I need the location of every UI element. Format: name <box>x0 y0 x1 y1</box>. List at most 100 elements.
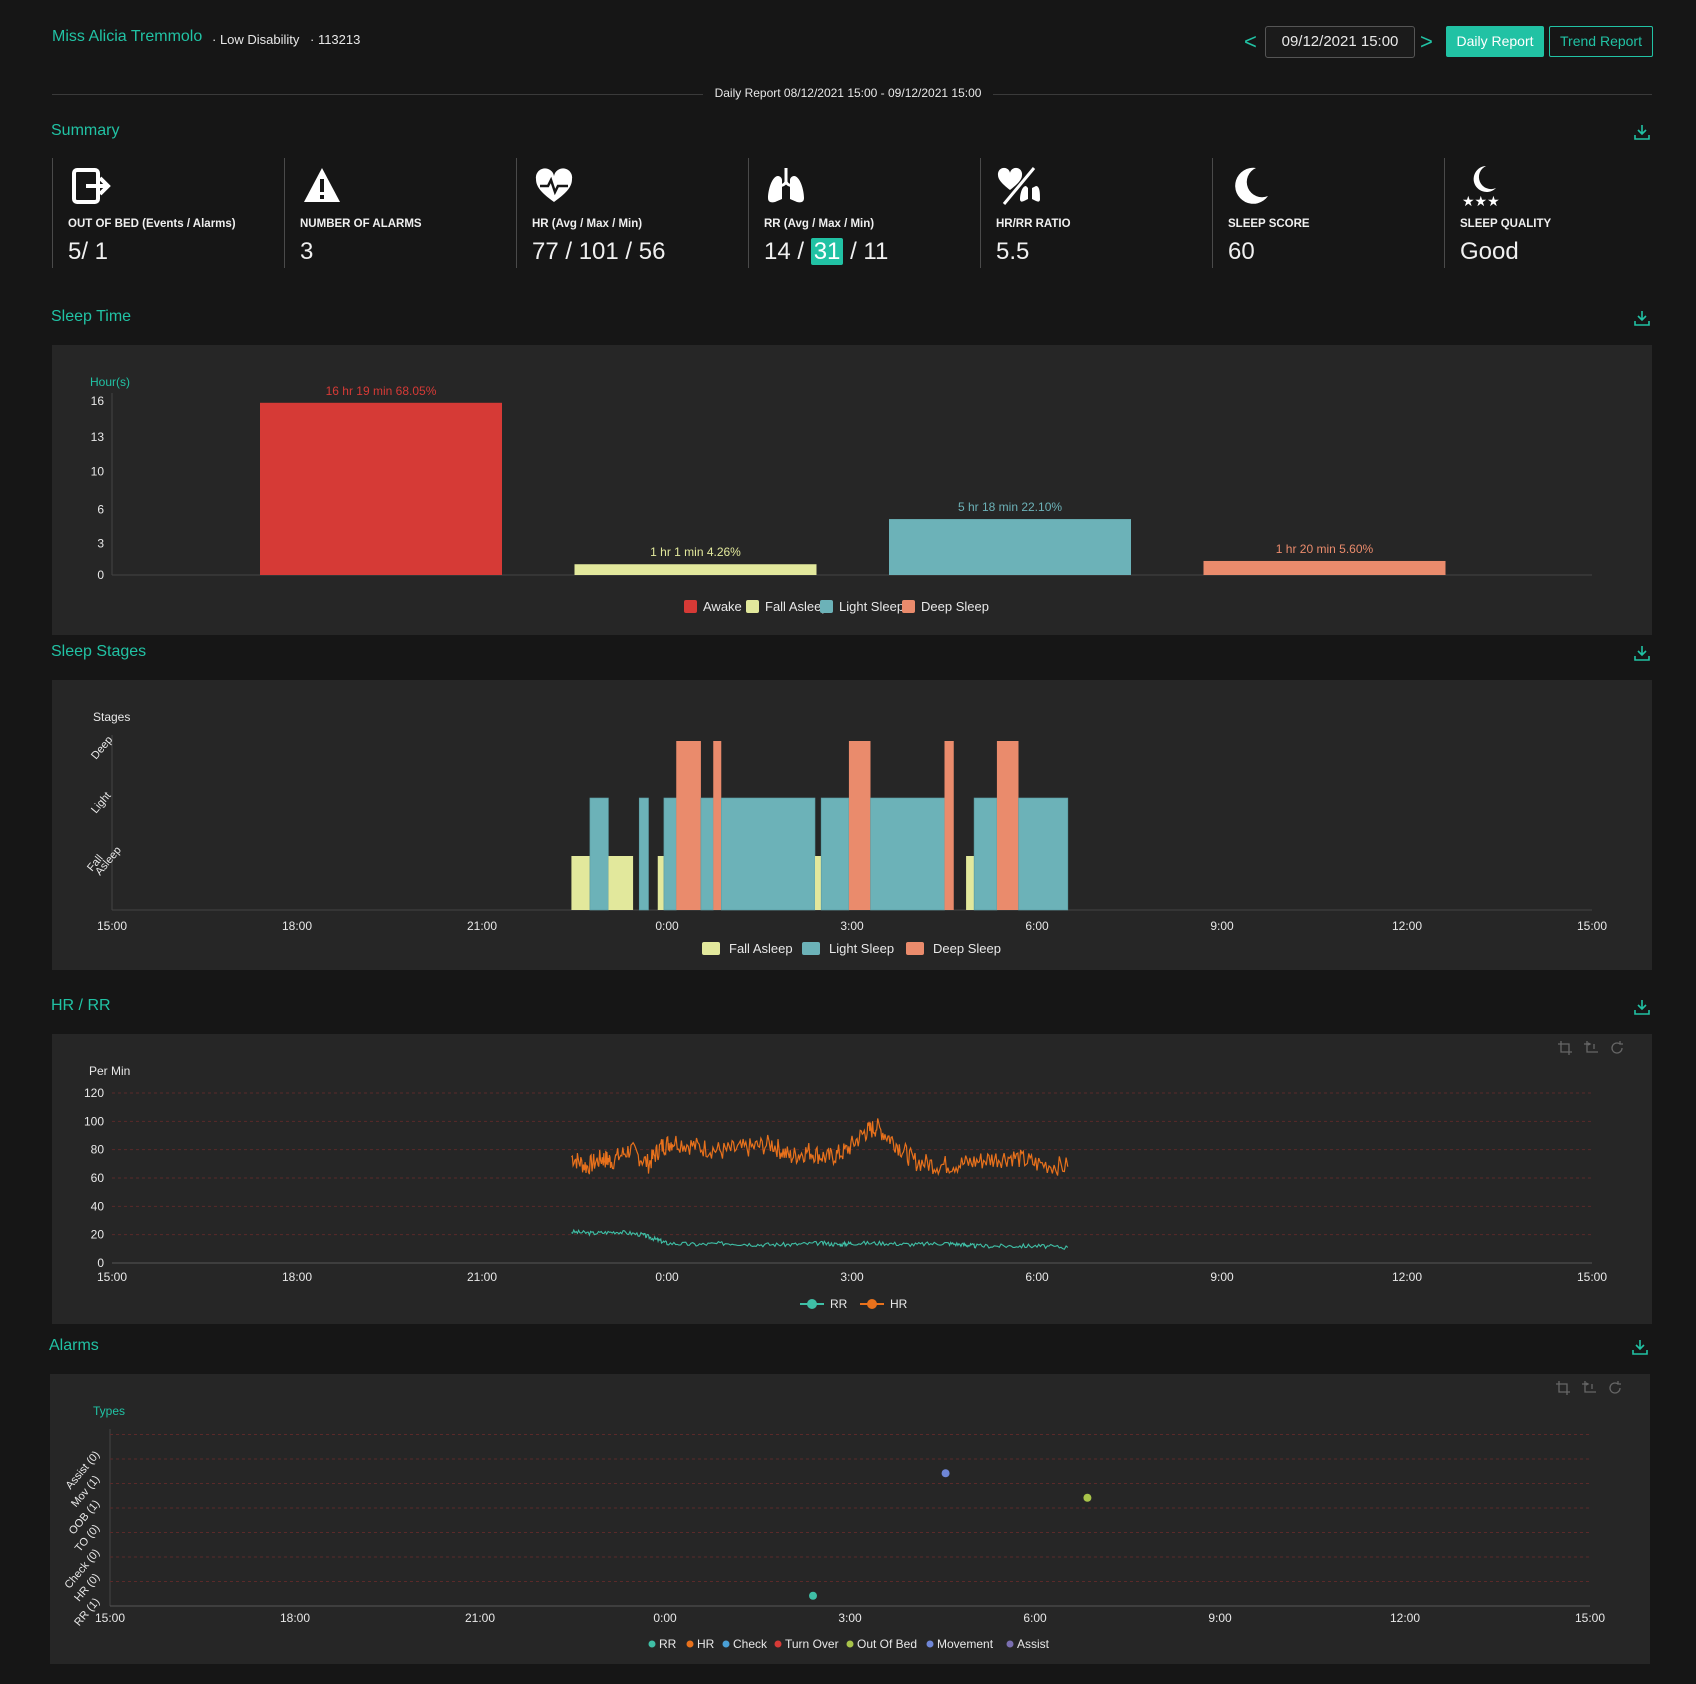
x-tick-label: 12:00 <box>1392 1270 1422 1284</box>
alarms-zoom-reset-icon[interactable] <box>1581 1380 1597 1396</box>
previous-date-button[interactable]: < <box>1244 29 1257 54</box>
legend-item: HR <box>686 1637 715 1651</box>
x-tick-label: 6:00 <box>1025 919 1049 933</box>
x-tick-label: 3:00 <box>840 919 864 933</box>
legend-swatch <box>746 600 759 613</box>
zoom-reset-icon[interactable] <box>1583 1040 1599 1056</box>
bar-data-label: 1 hr 20 min 5.60% <box>1276 542 1374 556</box>
legend-label: HR <box>890 1297 908 1311</box>
trend-report-button[interactable]: Trend Report <box>1549 26 1653 57</box>
stage-segment <box>848 741 871 910</box>
legend-label: HR <box>697 1637 715 1651</box>
download-hr-rr-icon[interactable] <box>1632 997 1652 1017</box>
x-tick-label: 6:00 <box>1023 1611 1047 1625</box>
summary-card: OUT OF BED (Events / Alarms) 5/ 1 <box>52 158 273 268</box>
stage-segment <box>820 797 850 911</box>
legend-label: RR <box>659 1637 677 1651</box>
stage-segment <box>720 797 816 911</box>
sleep-stages-panel: Stages Deep Light Fall Asleep 15:00 18:00 21:00… <box>52 680 1652 970</box>
legend-marker <box>686 1640 694 1648</box>
svg-text:★★★: ★★★ <box>1462 194 1500 208</box>
x-tick-label: 21:00 <box>467 1270 497 1284</box>
refresh-icon[interactable] <box>1609 1040 1625 1056</box>
date-input[interactable]: 09/12/2021 15:00 <box>1265 26 1415 58</box>
legend-marker <box>774 1640 782 1648</box>
summary-card: SLEEP SCORE 60 <box>1212 158 1433 268</box>
legend-item: Turn Over <box>774 1637 839 1651</box>
hr-rr-panel: Per Min 0 20 40 60 80 100 120 15:00 18:00 21:00 0:0… <box>52 1034 1652 1324</box>
download-summary-icon[interactable] <box>1632 122 1652 142</box>
download-sleep-stages-icon[interactable] <box>1632 643 1652 663</box>
stage-segment <box>973 797 998 911</box>
legend-item: Fall Asleep <box>702 941 793 956</box>
legend-item: Fall Asleep <box>746 599 829 614</box>
x-tick-label: 3:00 <box>840 1270 864 1284</box>
legend-item: Movement <box>926 1637 994 1651</box>
legend-marker <box>846 1640 854 1648</box>
summary-card-value: 77 / 101 / 56 <box>532 238 666 265</box>
y-tick-label: 3 <box>97 536 104 550</box>
legend-swatch <box>820 600 833 613</box>
patient-name: Miss Alicia Tremmolo <box>52 28 203 45</box>
sleep-time-panel: Hour(s) 0 3 6 10 13 16 16 hr 19 min 68.05% 1 hr … <box>52 345 1652 635</box>
legend-label: Assist <box>1017 1637 1050 1651</box>
stage-segment <box>996 741 1019 910</box>
alarms-refresh-icon[interactable] <box>1607 1380 1623 1396</box>
value-part: / 11 <box>843 238 889 265</box>
x-tick-label: 15:00 <box>1577 1270 1607 1284</box>
stage-segment <box>657 856 664 910</box>
alarms-title: Alarms <box>49 1337 99 1354</box>
stage-segment <box>663 797 677 911</box>
daily-report-button[interactable]: Daily Report <box>1446 26 1544 57</box>
y-tick-label: 60 <box>91 1171 105 1185</box>
legend-marker <box>722 1640 730 1648</box>
legend-label: Light Sleep <box>829 941 894 956</box>
y-tick-label: 40 <box>91 1199 105 1213</box>
alarm-point <box>941 1469 950 1478</box>
x-tick-label: 15:00 <box>1575 1611 1605 1625</box>
stage-segment <box>608 856 634 910</box>
lungs-icon <box>768 168 804 203</box>
summary-title: Summary <box>51 122 120 139</box>
x-tick-label: 12:00 <box>1390 1611 1420 1625</box>
summary-card-label: HR (Avg / Max / Min) <box>532 218 643 230</box>
y-axis-label: Hour(s) <box>90 375 130 389</box>
y-axis-label: Stages <box>93 710 130 724</box>
zoom-icon[interactable] <box>1557 1040 1573 1056</box>
x-tick-label: 3:00 <box>838 1611 862 1625</box>
legend-swatch <box>684 600 697 613</box>
legend-label: Deep Sleep <box>921 599 989 614</box>
bar-deep-sleep <box>1203 560 1446 575</box>
legend-item: RR <box>648 1637 677 1651</box>
legend-swatch <box>902 600 915 613</box>
legend-item: Awake <box>684 599 742 614</box>
stage-segment <box>700 797 714 911</box>
stage-segment <box>870 797 945 911</box>
alarms-panel: Types RR (1) HR (0) Check (0) TO (0) OOB (1) M… <box>50 1374 1650 1664</box>
download-sleep-time-icon[interactable] <box>1632 308 1652 328</box>
x-tick-label: 18:00 <box>282 1270 312 1284</box>
legend-swatch <box>906 942 924 955</box>
stage-segment <box>944 741 954 910</box>
legend-item: Light Sleep <box>820 599 904 614</box>
sleep-stages-title: Sleep Stages <box>51 643 147 660</box>
bar-light-sleep <box>889 519 1131 575</box>
alarms-zoom-icon[interactable] <box>1555 1380 1571 1396</box>
bar-fall-asleep <box>574 564 817 575</box>
x-tick-label: 15:00 <box>97 1270 127 1284</box>
x-tick-label: 9:00 <box>1210 919 1234 933</box>
stage-segment <box>713 741 722 910</box>
summary-card-label: HR/RR RATIO <box>996 218 1071 230</box>
legend-item: Check <box>722 1637 768 1651</box>
summary-card-value: 14 / 31 / 11 <box>764 238 888 266</box>
hr-series-line <box>571 1118 1069 1177</box>
legend-marker <box>1006 1640 1014 1648</box>
download-alarms-icon[interactable] <box>1630 1337 1650 1357</box>
summary-card-value: 5.5 <box>996 238 1030 265</box>
hr-rr-ratio-icon <box>997 167 1040 205</box>
y-tick-label: 10 <box>91 465 105 479</box>
y-tick-label: 120 <box>84 1086 104 1100</box>
bar-awake <box>260 402 502 575</box>
next-date-button[interactable]: > <box>1420 29 1433 54</box>
